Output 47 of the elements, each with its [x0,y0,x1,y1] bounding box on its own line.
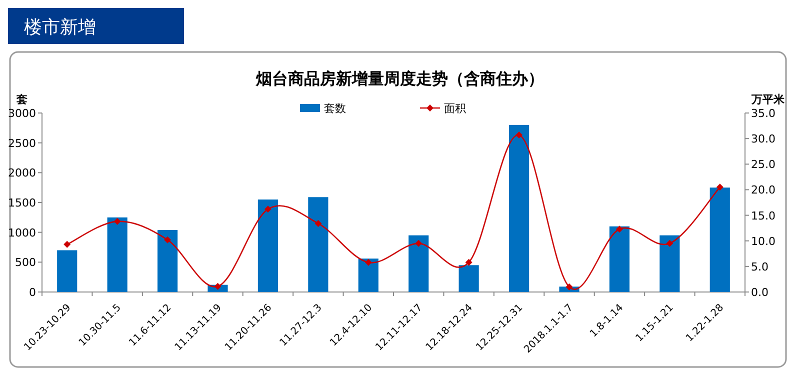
y2-tick-label: 10.0 [751,234,776,248]
bar [157,230,178,292]
point [314,220,322,227]
y2-axis-title: 万平米 [750,93,786,106]
point [214,282,222,290]
y-tick-label: 2000 [8,166,36,180]
bar [508,124,530,292]
y-tick-label: 0 [29,286,36,299]
y-tick-label: 3000 [8,107,36,120]
point [64,240,71,248]
bar [358,258,378,292]
y-tick-label: 2500 [8,136,36,150]
point [516,131,523,138]
y-tick-label: 1000 [8,226,36,240]
point [415,240,422,247]
point [716,184,724,191]
bar [258,200,278,292]
legend-label: 面积 [444,102,466,115]
point [465,258,472,266]
point [114,218,121,225]
point [364,258,372,266]
y2-tick-label: 35.0 [751,107,776,120]
chart-title: 烟台商品房新增量周度走势（含商住办） [255,69,544,88]
bar [660,235,680,292]
y2-tick-label: 15.0 [751,209,776,222]
y-tick-label: 500 [15,256,36,270]
point [616,226,623,233]
point [666,240,674,247]
bar [107,217,128,292]
bar [710,188,730,292]
y2-tick-label: 25.0 [751,158,776,172]
legend-label: 套数 [324,102,346,115]
text: 楼市新增 [24,17,96,38]
point [264,206,272,213]
y2-tick-label: 0.0 [751,286,768,299]
y2-tick-label: 20.0 [751,184,776,197]
point [566,283,573,290]
y-axis-title: 套 [16,93,28,106]
bar [609,226,630,292]
point [164,236,172,244]
bar [458,265,479,292]
bar [408,235,429,292]
bar [308,197,328,292]
y2-tick-label: 30.0 [751,132,776,146]
bar [57,250,78,292]
y2-tick-label: 5.0 [751,260,768,274]
y-tick-label: 1500 [8,196,36,210]
